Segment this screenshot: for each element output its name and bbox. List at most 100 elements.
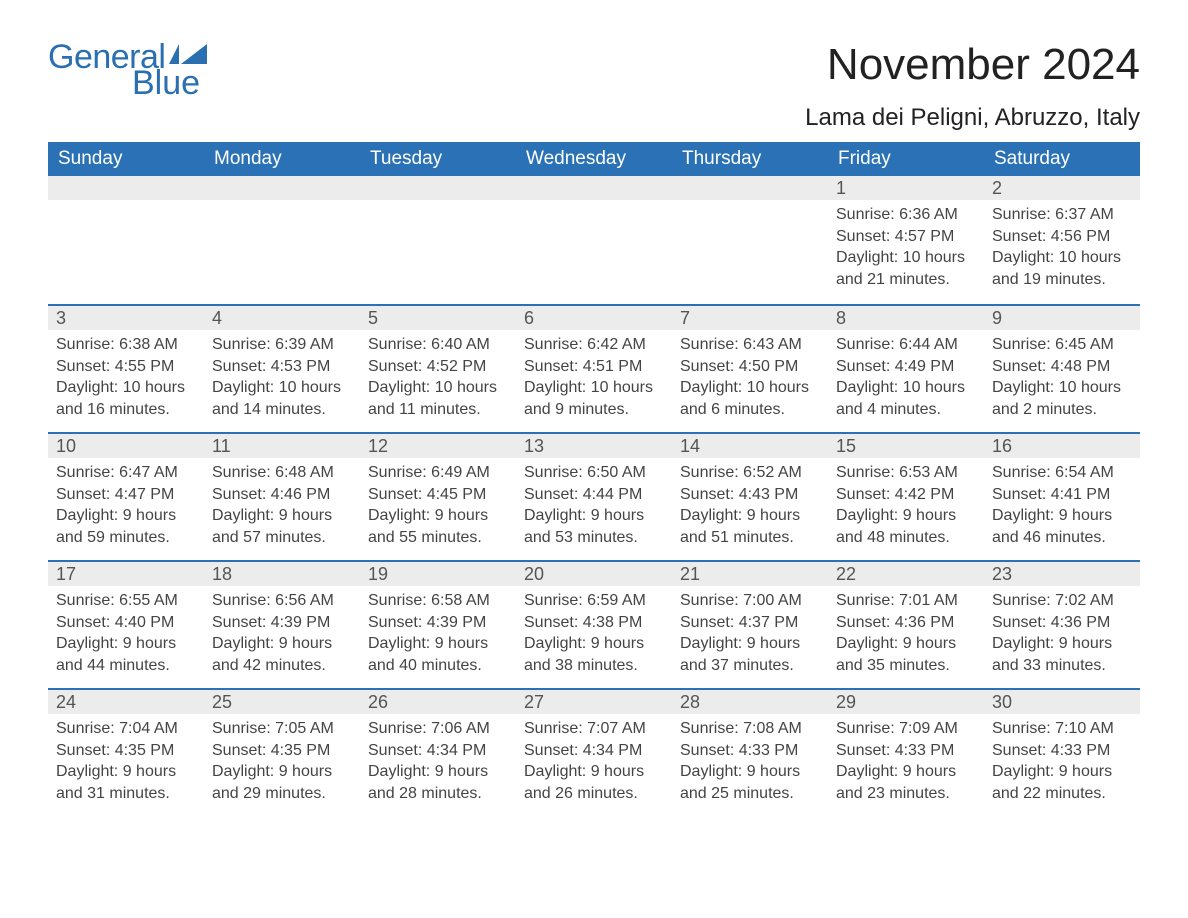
sunset-label: Sunset: — [836, 358, 895, 375]
sunset-label: Sunset: — [836, 486, 895, 503]
day-details: Sunrise: 6:40 AMSunset: 4:52 PMDaylight:… — [360, 330, 516, 426]
sunset-label: Sunset: — [56, 358, 115, 375]
daylight-label: Daylight: — [212, 507, 279, 524]
day-number-bar: 28 — [672, 688, 828, 714]
sunset-label: Sunset: — [680, 358, 739, 375]
calendar-cell — [360, 176, 516, 304]
sunset-label: Sunset: — [56, 742, 115, 759]
day-number-bar: 16 — [984, 432, 1140, 458]
sunset-label: Sunset: — [368, 486, 427, 503]
sunrise-label: Sunrise: — [212, 464, 275, 481]
sunrise-label: Sunrise: — [836, 720, 899, 737]
sunset-label: Sunset: — [212, 742, 271, 759]
logo-text-blue: Blue — [132, 66, 207, 100]
calendar-cell: 9Sunrise: 6:45 AMSunset: 4:48 PMDaylight… — [984, 304, 1140, 432]
sunset-value: 4:44 PM — [583, 486, 643, 503]
daylight-label: Daylight: — [836, 635, 903, 652]
weekday-header: Sunday — [48, 142, 204, 176]
sunrise-label: Sunrise: — [680, 336, 743, 353]
daylight-label: Daylight: — [680, 635, 747, 652]
sunrise-value: 6:53 AM — [899, 464, 958, 481]
sunrise-label: Sunrise: — [836, 592, 899, 609]
calendar-cell: 8Sunrise: 6:44 AMSunset: 4:49 PMDaylight… — [828, 304, 984, 432]
calendar-cell: 18Sunrise: 6:56 AMSunset: 4:39 PMDayligh… — [204, 560, 360, 688]
sunrise-label: Sunrise: — [680, 720, 743, 737]
sunset-value: 4:50 PM — [739, 358, 799, 375]
daylight-label: Daylight: — [368, 635, 435, 652]
sunrise-value: 6:52 AM — [743, 464, 802, 481]
calendar-cell: 13Sunrise: 6:50 AMSunset: 4:44 PMDayligh… — [516, 432, 672, 560]
calendar-cell: 23Sunrise: 7:02 AMSunset: 4:36 PMDayligh… — [984, 560, 1140, 688]
day-number-bar: 23 — [984, 560, 1140, 586]
calendar-cell: 25Sunrise: 7:05 AMSunset: 4:35 PMDayligh… — [204, 688, 360, 816]
day-details: Sunrise: 7:08 AMSunset: 4:33 PMDaylight:… — [672, 714, 828, 810]
daylight-label: Daylight: — [524, 379, 591, 396]
logo: General Blue — [48, 40, 207, 100]
daylight-label: Daylight: — [992, 379, 1059, 396]
sunrise-value: 6:36 AM — [899, 206, 958, 223]
day-details: Sunrise: 6:49 AMSunset: 4:45 PMDaylight:… — [360, 458, 516, 554]
sunrise-label: Sunrise: — [992, 720, 1055, 737]
day-details: Sunrise: 7:07 AMSunset: 4:34 PMDaylight:… — [516, 714, 672, 810]
day-number-bar — [672, 176, 828, 200]
calendar-cell: 11Sunrise: 6:48 AMSunset: 4:46 PMDayligh… — [204, 432, 360, 560]
sunset-value: 4:55 PM — [115, 358, 175, 375]
sunset-label: Sunset: — [368, 742, 427, 759]
day-details: Sunrise: 7:01 AMSunset: 4:36 PMDaylight:… — [828, 586, 984, 682]
sunrise-label: Sunrise: — [56, 336, 119, 353]
sunset-label: Sunset: — [836, 228, 895, 245]
day-number-bar: 9 — [984, 304, 1140, 330]
page-title: November 2024 — [805, 40, 1140, 90]
calendar-cell: 10Sunrise: 6:47 AMSunset: 4:47 PMDayligh… — [48, 432, 204, 560]
day-details: Sunrise: 6:43 AMSunset: 4:50 PMDaylight:… — [672, 330, 828, 426]
sunset-label: Sunset: — [836, 742, 895, 759]
calendar-cell: 12Sunrise: 6:49 AMSunset: 4:45 PMDayligh… — [360, 432, 516, 560]
day-number-bar: 13 — [516, 432, 672, 458]
day-number-bar — [516, 176, 672, 200]
calendar-cell: 20Sunrise: 6:59 AMSunset: 4:38 PMDayligh… — [516, 560, 672, 688]
sunset-label: Sunset: — [524, 358, 583, 375]
sunrise-value: 6:56 AM — [275, 592, 334, 609]
daylight-label: Daylight: — [524, 507, 591, 524]
day-number-bar: 27 — [516, 688, 672, 714]
sunset-label: Sunset: — [680, 742, 739, 759]
day-number-bar: 4 — [204, 304, 360, 330]
calendar-cell: 3Sunrise: 6:38 AMSunset: 4:55 PMDaylight… — [48, 304, 204, 432]
day-number-bar: 8 — [828, 304, 984, 330]
sunrise-label: Sunrise: — [212, 592, 275, 609]
sunrise-label: Sunrise: — [836, 464, 899, 481]
sunset-label: Sunset: — [836, 614, 895, 631]
sunrise-label: Sunrise: — [368, 336, 431, 353]
day-number-bar: 5 — [360, 304, 516, 330]
sunset-value: 4:49 PM — [895, 358, 955, 375]
sunset-value: 4:39 PM — [427, 614, 487, 631]
day-details: Sunrise: 6:50 AMSunset: 4:44 PMDaylight:… — [516, 458, 672, 554]
sunset-value: 4:36 PM — [895, 614, 955, 631]
day-details: Sunrise: 6:45 AMSunset: 4:48 PMDaylight:… — [984, 330, 1140, 426]
sunrise-label: Sunrise: — [992, 336, 1055, 353]
day-details: Sunrise: 7:02 AMSunset: 4:36 PMDaylight:… — [984, 586, 1140, 682]
sunset-label: Sunset: — [368, 614, 427, 631]
sunrise-value: 6:55 AM — [119, 592, 178, 609]
calendar-cell — [48, 176, 204, 304]
sunrise-value: 6:47 AM — [119, 464, 178, 481]
day-details: Sunrise: 6:55 AMSunset: 4:40 PMDaylight:… — [48, 586, 204, 682]
day-number-bar: 15 — [828, 432, 984, 458]
sunrise-label: Sunrise: — [56, 720, 119, 737]
calendar-cell: 1Sunrise: 6:36 AMSunset: 4:57 PMDaylight… — [828, 176, 984, 304]
sunset-value: 4:42 PM — [895, 486, 955, 503]
sunset-value: 4:48 PM — [1051, 358, 1111, 375]
sunrise-value: 6:40 AM — [431, 336, 490, 353]
daylight-label: Daylight: — [992, 507, 1059, 524]
sunset-label: Sunset: — [524, 614, 583, 631]
sunrise-value: 6:59 AM — [587, 592, 646, 609]
weekday-header: Monday — [204, 142, 360, 176]
calendar-cell: 30Sunrise: 7:10 AMSunset: 4:33 PMDayligh… — [984, 688, 1140, 816]
day-details: Sunrise: 6:36 AMSunset: 4:57 PMDaylight:… — [828, 200, 984, 296]
sunrise-value: 7:09 AM — [899, 720, 958, 737]
sunrise-value: 7:02 AM — [1055, 592, 1114, 609]
sunrise-value: 6:50 AM — [587, 464, 646, 481]
day-details: Sunrise: 6:56 AMSunset: 4:39 PMDaylight:… — [204, 586, 360, 682]
calendar-cell: 4Sunrise: 6:39 AMSunset: 4:53 PMDaylight… — [204, 304, 360, 432]
calendar-cell — [672, 176, 828, 304]
